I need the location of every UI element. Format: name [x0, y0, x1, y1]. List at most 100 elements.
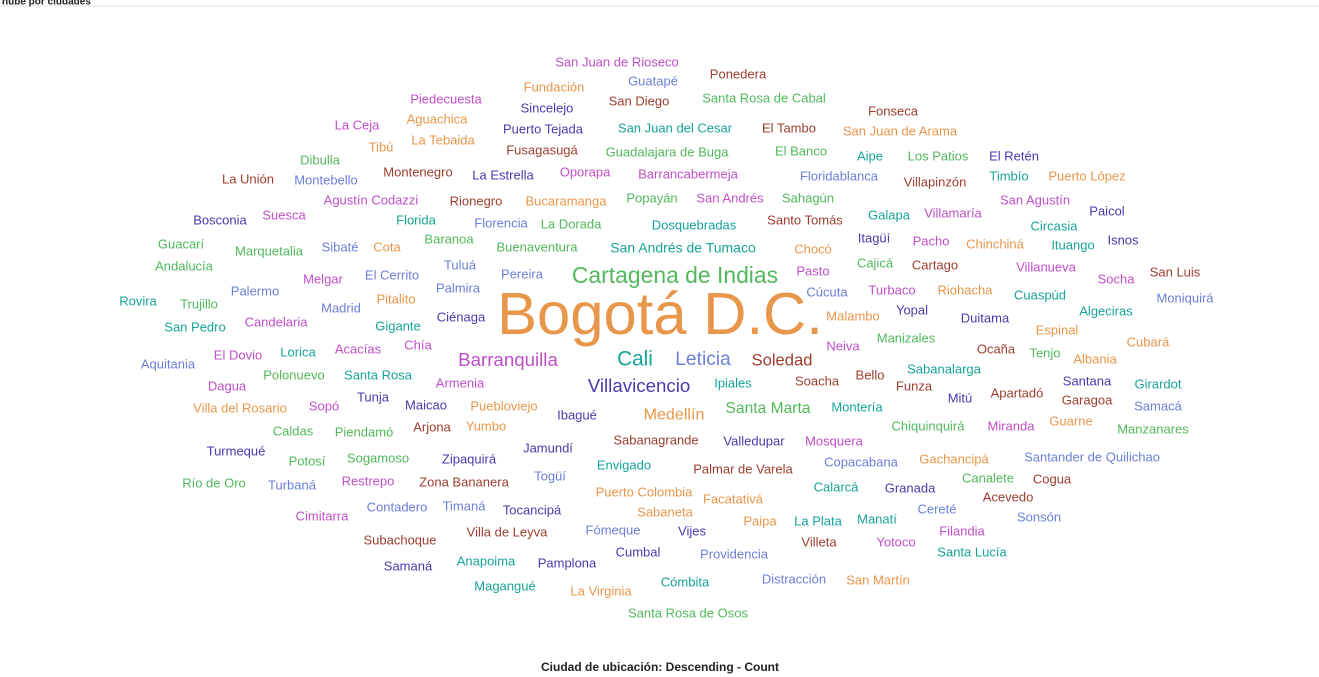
chart-title: nube por ciudades: [2, 0, 91, 8]
word: El Cerrito: [365, 267, 419, 282]
word: Santander de Quilichao: [1024, 449, 1160, 464]
word: Baranoa: [424, 231, 474, 246]
word: Contadero: [367, 499, 428, 514]
word: Sopó: [309, 398, 339, 413]
word: Bosconia: [193, 212, 247, 227]
word: Cartagena de Indias: [572, 262, 778, 288]
word: Copacabana: [824, 454, 898, 469]
word: Facatativá: [703, 491, 764, 506]
word: Villavicencio: [588, 375, 691, 396]
word: Togüí: [534, 468, 566, 483]
word: Manzanares: [1117, 421, 1189, 436]
word: Puebloviejo: [470, 398, 537, 413]
word: Malambo: [826, 308, 879, 323]
word: Andalucía: [155, 258, 214, 273]
word: Santa Rosa de Cabal: [702, 90, 826, 105]
word: Arjona: [413, 419, 451, 434]
word: Duitama: [961, 310, 1010, 325]
word: Valledupar: [723, 433, 785, 448]
word: Yotoco: [876, 534, 915, 549]
word: Medellín: [644, 405, 705, 423]
word: La Dorada: [541, 216, 602, 231]
word: Cuaspúd: [1014, 287, 1066, 302]
word: Tocancipá: [503, 502, 562, 517]
word: Pasto: [796, 263, 829, 278]
word: La Tebaida: [411, 132, 475, 147]
word: Melgar: [303, 271, 343, 286]
word: La Ceja: [335, 117, 381, 132]
word: Floridablanca: [800, 168, 879, 183]
word: Apartadó: [991, 385, 1044, 400]
word: Barrancabermeja: [638, 166, 738, 181]
word: Jamundí: [523, 440, 573, 455]
word: Potosí: [289, 453, 326, 468]
word: Restrepo: [342, 473, 395, 488]
word: Distracción: [762, 571, 826, 586]
word: Algeciras: [1079, 303, 1133, 318]
word: La Unión: [222, 171, 274, 186]
word: Lorica: [280, 344, 316, 359]
word: Palermo: [231, 283, 279, 298]
word: Yopal: [896, 302, 928, 317]
word: Cartago: [912, 257, 958, 272]
word: Canalete: [962, 470, 1014, 485]
word: Montenegro: [383, 164, 452, 179]
word: Cubará: [1127, 334, 1170, 349]
word: Magangué: [474, 578, 535, 593]
word: Soacha: [795, 373, 840, 388]
word: Manatí: [857, 511, 897, 526]
word: El Banco: [775, 143, 827, 158]
word: Ponedera: [710, 66, 767, 81]
word: Armenia: [436, 375, 485, 390]
word: Cogua: [1033, 471, 1072, 486]
word: Timbío: [989, 168, 1028, 183]
word: Acevedo: [983, 489, 1034, 504]
word: Cúcuta: [806, 284, 848, 299]
word: Socha: [1098, 271, 1136, 286]
word: Isnos: [1107, 232, 1139, 247]
word: Buenaventura: [497, 239, 579, 254]
word: Garagoa: [1062, 392, 1113, 407]
word: Fómeque: [586, 522, 641, 537]
word: Paicol: [1089, 203, 1125, 218]
word: Soledad: [752, 350, 813, 369]
word: Polonuevo: [263, 367, 324, 382]
word: Mitú: [948, 390, 973, 405]
word: Tenjo: [1029, 345, 1060, 360]
word: Rionegro: [450, 193, 503, 208]
word: Oporapa: [560, 164, 611, 179]
word: San Luis: [1150, 264, 1201, 279]
word: Granada: [885, 480, 936, 495]
word: Piendamó: [335, 424, 394, 439]
word: Chinchiná: [966, 236, 1025, 251]
word: Trujillo: [180, 296, 218, 311]
word: Agustín Codazzi: [324, 192, 419, 207]
word: Turmequé: [207, 443, 266, 458]
word: Cereté: [917, 501, 956, 516]
word: San Juan del Cesar: [618, 120, 733, 135]
word: Subachoque: [363, 532, 436, 547]
word: Santa Rosa: [344, 367, 413, 382]
word: Circasia: [1031, 218, 1079, 233]
word: Popayán: [626, 190, 677, 205]
word: Cota: [373, 239, 401, 254]
word: Pereira: [501, 266, 544, 281]
word: Zona Bananera: [419, 474, 509, 489]
word: Tunja: [357, 389, 390, 404]
word: Fonseca: [868, 103, 919, 118]
word: San Andrés: [696, 190, 764, 205]
word: Villa de Leyva: [467, 524, 548, 539]
word: Cómbita: [661, 574, 710, 589]
word: Florencia: [474, 215, 528, 230]
word: Río de Oro: [182, 475, 246, 490]
word: Ibagué: [557, 407, 597, 422]
word: Pacho: [913, 233, 950, 248]
word: Envigado: [597, 457, 651, 472]
word: Timaná: [443, 498, 487, 513]
word: Chocó: [794, 241, 832, 256]
word: Caldas: [273, 423, 314, 438]
word: Cajicá: [857, 255, 894, 270]
word: Mosquera: [805, 433, 864, 448]
word: Cali: [617, 348, 653, 371]
word: Dibulla: [300, 152, 341, 167]
